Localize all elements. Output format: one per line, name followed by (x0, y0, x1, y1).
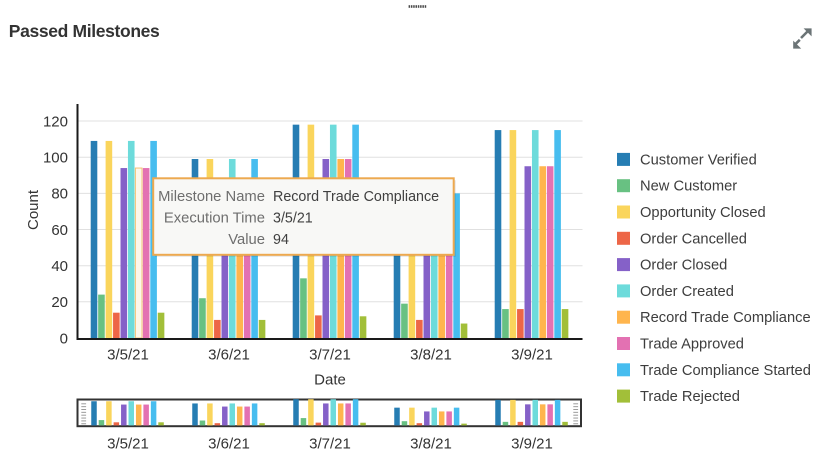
svg-text:Execution Time: Execution Time (164, 211, 265, 227)
svg-text:94: 94 (273, 232, 289, 248)
svg-text:120: 120 (43, 113, 68, 130)
svg-text:100: 100 (43, 150, 68, 167)
svg-text:20: 20 (51, 294, 68, 311)
svg-text:Milestone Name: Milestone Name (158, 189, 265, 205)
svg-text:80: 80 (51, 186, 68, 203)
svg-text:Order Closed: Order Closed (640, 258, 727, 274)
svg-text:3/8/21: 3/8/21 (410, 436, 452, 453)
svg-text:3/5/21: 3/5/21 (107, 346, 149, 363)
svg-text:3/7/21: 3/7/21 (309, 346, 351, 363)
svg-text:Trade Approved: Trade Approved (640, 337, 744, 353)
svg-text:60: 60 (51, 222, 68, 239)
svg-text:Order Cancelled: Order Cancelled (640, 231, 747, 247)
svg-text:Date: Date (314, 372, 346, 389)
svg-text:Count: Count (25, 189, 42, 230)
svg-text:New Customer: New Customer (640, 179, 737, 195)
svg-text:Record Trade Compliance: Record Trade Compliance (640, 310, 811, 326)
svg-text:3/9/21: 3/9/21 (511, 436, 553, 453)
svg-text:3/9/21: 3/9/21 (511, 346, 553, 363)
svg-text:3/7/21: 3/7/21 (309, 436, 351, 453)
svg-text:0: 0 (60, 330, 68, 347)
svg-text:Order Created: Order Created (640, 284, 734, 300)
svg-text:3/5/21: 3/5/21 (273, 211, 313, 227)
svg-text:Customer Verified: Customer Verified (640, 152, 757, 168)
svg-text:Trade Rejected: Trade Rejected (640, 389, 740, 405)
svg-text:3/6/21: 3/6/21 (208, 436, 250, 453)
svg-text:Value: Value (228, 232, 265, 248)
svg-text:40: 40 (51, 258, 68, 275)
svg-text:3/6/21: 3/6/21 (208, 346, 250, 363)
svg-text:3/5/21: 3/5/21 (107, 436, 149, 453)
svg-text:3/8/21: 3/8/21 (410, 346, 452, 363)
svg-text:Passed Milestones: Passed Milestones (9, 21, 160, 41)
svg-text:Trade Compliance Started: Trade Compliance Started (640, 363, 811, 379)
svg-text:Opportunity Closed: Opportunity Closed (640, 205, 766, 221)
svg-text:Record Trade Compliance: Record Trade Compliance (273, 189, 439, 205)
